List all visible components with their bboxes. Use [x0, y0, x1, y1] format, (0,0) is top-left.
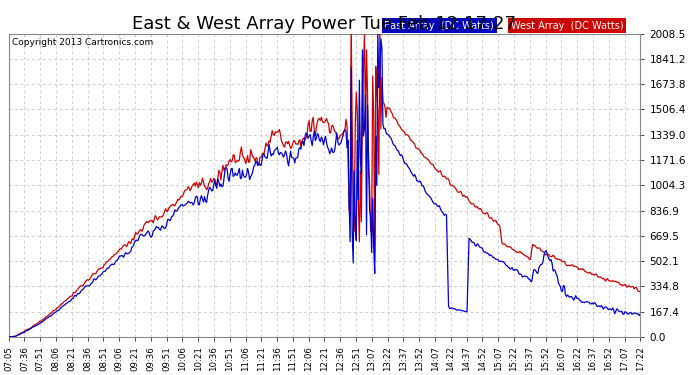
- Text: West Array  (DC Watts): West Array (DC Watts): [511, 21, 624, 30]
- Text: East Array  (DC Watts): East Array (DC Watts): [384, 21, 494, 30]
- Title: East & West Array Power Tue Feb 12 17:27: East & West Array Power Tue Feb 12 17:27: [132, 15, 517, 33]
- Text: Copyright 2013 Cartronics.com: Copyright 2013 Cartronics.com: [12, 38, 153, 47]
